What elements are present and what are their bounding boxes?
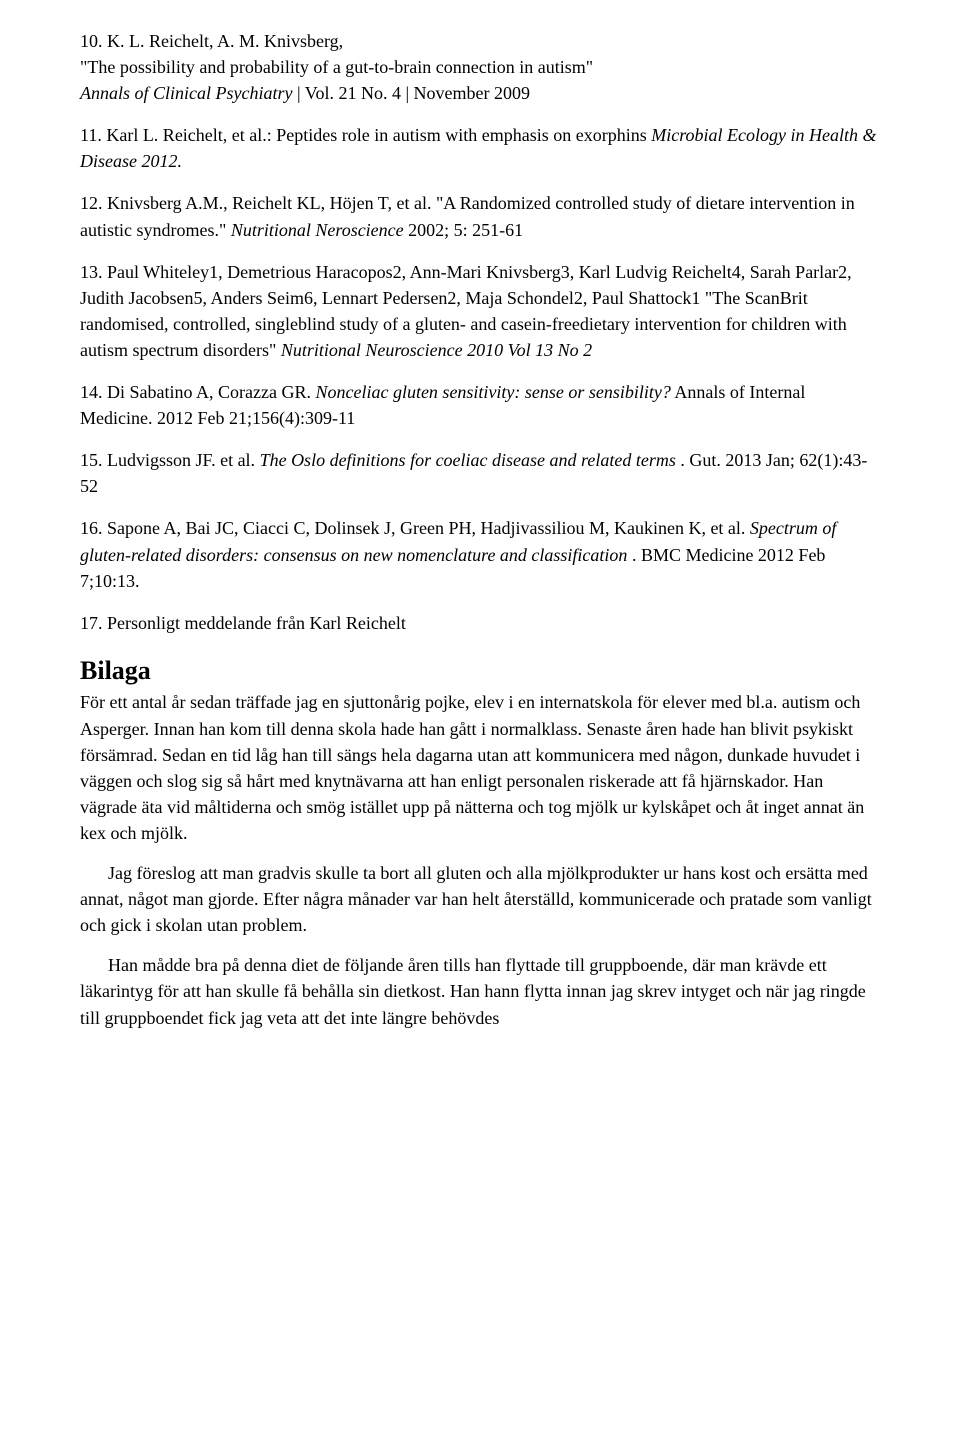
ref-15-journal: The Oslo definitions for coeliac disease…: [260, 450, 676, 470]
reference-12: 12. Knivsberg A.M., Reichelt KL, Höjen T…: [80, 190, 880, 242]
reference-13: 13. Paul Whiteley1, Demetrious Haracopos…: [80, 259, 880, 363]
ref-13-journal: Nutritional Neuroscience 2010 Vol 13 No …: [281, 340, 592, 360]
appendix-paragraph-2: Jag föreslog att man gradvis skulle ta b…: [80, 860, 880, 938]
appendix-p2-text: Jag föreslog att man gradvis skulle ta b…: [80, 863, 872, 935]
appendix-paragraph-3: Han mådde bra på denna diet de följande …: [80, 952, 880, 1030]
reference-14: 14. Di Sabatino A, Corazza GR. Nonceliac…: [80, 379, 880, 431]
appendix-p3-text: Han mådde bra på denna diet de följande …: [80, 955, 866, 1027]
ref-14-lead: 14. Di Sabatino A, Corazza GR.: [80, 382, 315, 402]
reference-15: 15. Ludvigsson JF. et al. The Oslo defin…: [80, 447, 880, 499]
appendix-heading: Bilaga: [80, 656, 151, 685]
ref-15-lead: 15. Ludvigsson JF. et al.: [80, 450, 260, 470]
ref-12-tail: 2002; 5: 251-61: [408, 220, 523, 240]
ref-10-tail: | Vol. 21 No. 4 | November 2009: [297, 83, 530, 103]
ref-11-lead: 11. Karl L. Reichelt, et al.: Peptides r…: [80, 125, 651, 145]
ref-16-lead: 16. Sapone A, Bai JC, Ciacci C, Dolinsek…: [80, 518, 750, 538]
ref-10-journal: Annals of Clinical Psychiatry: [80, 83, 292, 103]
ref-17-text: 17. Personligt meddelande från Karl Reic…: [80, 613, 406, 633]
ref-12-journal: Nutritional Neroscience: [231, 220, 404, 240]
appendix-p1-text: För ett antal år sedan träffade jag en s…: [80, 692, 864, 842]
reference-11: 11. Karl L. Reichelt, et al.: Peptides r…: [80, 122, 880, 174]
reference-16: 16. Sapone A, Bai JC, Ciacci C, Dolinsek…: [80, 515, 880, 593]
ref-10-title: "The possibility and probability of a gu…: [80, 57, 593, 77]
ref-10-lead: 10. K. L. Reichelt, A. M. Knivsberg,: [80, 31, 343, 51]
appendix-paragraph-1: För ett antal år sedan träffade jag en s…: [80, 689, 880, 846]
reference-10: 10. K. L. Reichelt, A. M. Knivsberg, "Th…: [80, 28, 880, 106]
ref-14-journal: Nonceliac gluten sensitivity: sense or s…: [315, 382, 670, 402]
reference-17: 17. Personligt meddelande från Karl Reic…: [80, 610, 880, 636]
